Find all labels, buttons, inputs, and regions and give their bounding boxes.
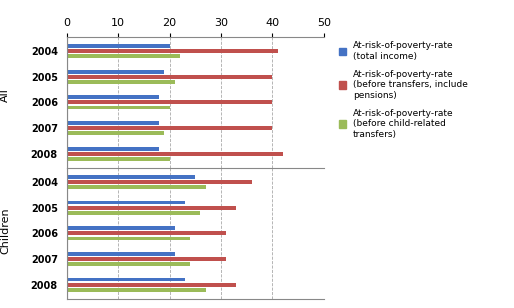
Bar xyxy=(67,152,283,156)
Bar xyxy=(67,180,252,184)
Bar xyxy=(67,257,226,261)
Bar xyxy=(67,70,164,74)
Bar xyxy=(67,226,175,230)
Bar xyxy=(67,211,200,215)
Bar xyxy=(67,206,236,209)
Bar xyxy=(67,54,180,58)
Bar xyxy=(67,121,159,125)
Bar xyxy=(67,49,278,53)
Bar xyxy=(67,262,190,266)
Bar xyxy=(67,95,159,99)
Bar xyxy=(67,185,206,189)
Bar xyxy=(67,231,226,235)
Bar xyxy=(67,44,170,48)
Legend: At-risk-of-poverty-rate
(total income), At-risk-of-poverty-rate
(before transfer: At-risk-of-poverty-rate (total income), … xyxy=(339,42,468,139)
Bar xyxy=(67,100,272,104)
Bar xyxy=(67,75,272,79)
Bar xyxy=(67,283,236,286)
Bar xyxy=(67,278,185,282)
Bar xyxy=(67,252,175,256)
Bar xyxy=(67,147,159,151)
Bar xyxy=(67,201,185,205)
Bar xyxy=(67,106,170,109)
Bar xyxy=(67,288,206,292)
Bar xyxy=(67,157,170,161)
Bar xyxy=(67,80,175,84)
Bar xyxy=(67,131,164,135)
Text: Children: Children xyxy=(0,208,10,254)
Bar xyxy=(67,237,190,240)
Text: All: All xyxy=(0,88,10,103)
Bar xyxy=(67,175,195,179)
Bar xyxy=(67,126,272,130)
